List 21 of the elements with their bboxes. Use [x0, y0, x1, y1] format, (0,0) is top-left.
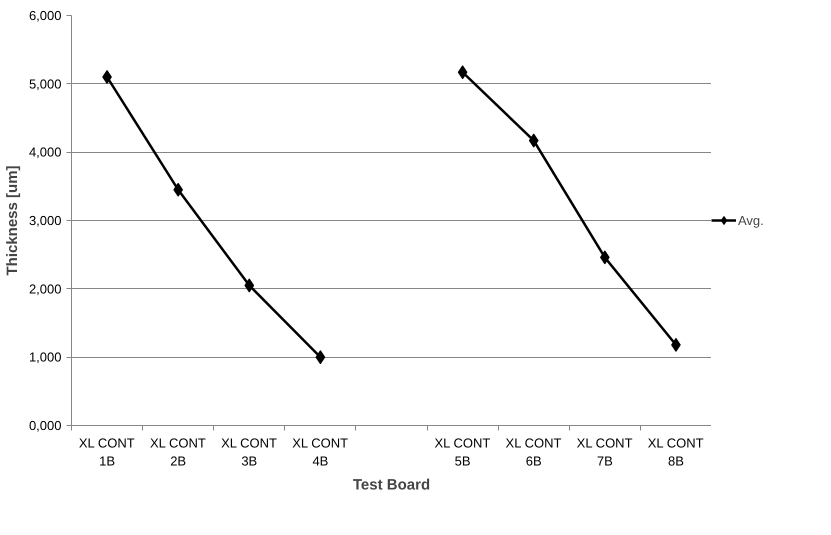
point	[244, 278, 254, 292]
y-tick-label: 1,000	[28, 350, 62, 365]
y-tick-label: 4,000	[28, 144, 62, 160]
y-tick-label: 2,000	[28, 281, 62, 296]
x-tick-label: XL CONT 6B	[506, 436, 562, 468]
x-tick-label: XL CONT 7B	[576, 436, 633, 468]
y-tick-label: 6,000	[28, 8, 62, 23]
x-tick-label: XL CONT 2B	[150, 436, 206, 468]
point	[528, 134, 539, 148]
x-tick-label: XL CONT 4B	[292, 436, 348, 468]
x-tick-label: XL CONT 5B	[434, 436, 490, 468]
x-tick-label: XL CONT 8B	[648, 436, 704, 468]
y-tick-label: 3,000	[28, 213, 62, 228]
y-tick-label: 5,000	[28, 76, 62, 92]
y-tick-label: 0,000	[28, 418, 62, 433]
x-tick-label: XL CONT 3B	[221, 436, 278, 468]
x-axis-title: Test Board	[352, 476, 430, 494]
y-axis-title: Thickness [um]	[4, 165, 21, 276]
x-tick-label: XL CONT 1B	[78, 436, 135, 468]
legend-label: Avg.	[738, 212, 764, 228]
point	[102, 70, 112, 84]
